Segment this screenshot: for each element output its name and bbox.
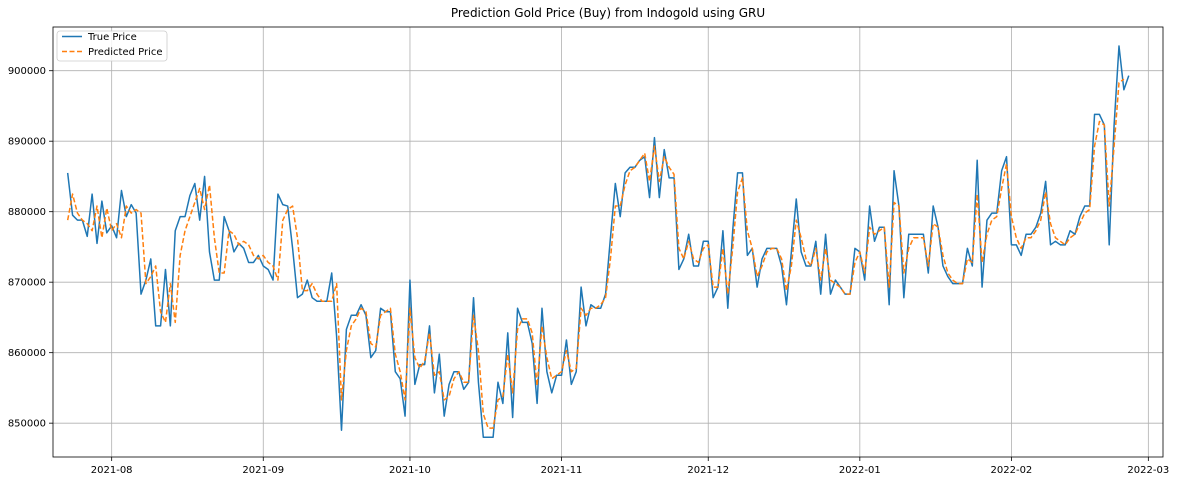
legend-label-true-price: True Price (87, 32, 137, 43)
y-tick-label: 890000 (8, 137, 46, 148)
x-tick-label: 2022-03 (1127, 465, 1169, 476)
y-tick-label: 850000 (8, 419, 46, 430)
x-tick-label: 2021-11 (541, 465, 583, 476)
y-tick-label: 860000 (8, 348, 46, 359)
y-axis: 850000 860000 870000 880000 890000 900000 (8, 66, 53, 430)
series-layer (66, 45, 1130, 439)
grid-lines (53, 27, 1163, 457)
x-tick-label: 2021-09 (242, 465, 284, 476)
x-tick-label: 2022-02 (991, 465, 1033, 476)
y-tick-label: 900000 (8, 66, 46, 77)
x-tick-label: 2021-10 (389, 465, 431, 476)
x-tick-label: 2022-01 (839, 465, 881, 476)
x-tick-label: 2021-12 (687, 465, 729, 476)
x-axis: 2021-08 2021-09 2021-10 2021-11 2021-12 2022-… (91, 457, 1169, 476)
x-tick-label: 2021-08 (91, 465, 133, 476)
legend: True Price Predicted Price (56, 30, 168, 62)
series-line-true-price (66, 45, 1130, 439)
series-line-predicted-price (66, 78, 1125, 429)
y-tick-label: 870000 (8, 278, 46, 289)
legend-box (56, 30, 168, 62)
y-tick-label: 880000 (8, 207, 46, 218)
plot-frame (52, 26, 1164, 458)
chart-title: Prediction Gold Price (Buy) from Indogol… (451, 6, 765, 20)
legend-label-predicted-price: Predicted Price (88, 47, 163, 58)
